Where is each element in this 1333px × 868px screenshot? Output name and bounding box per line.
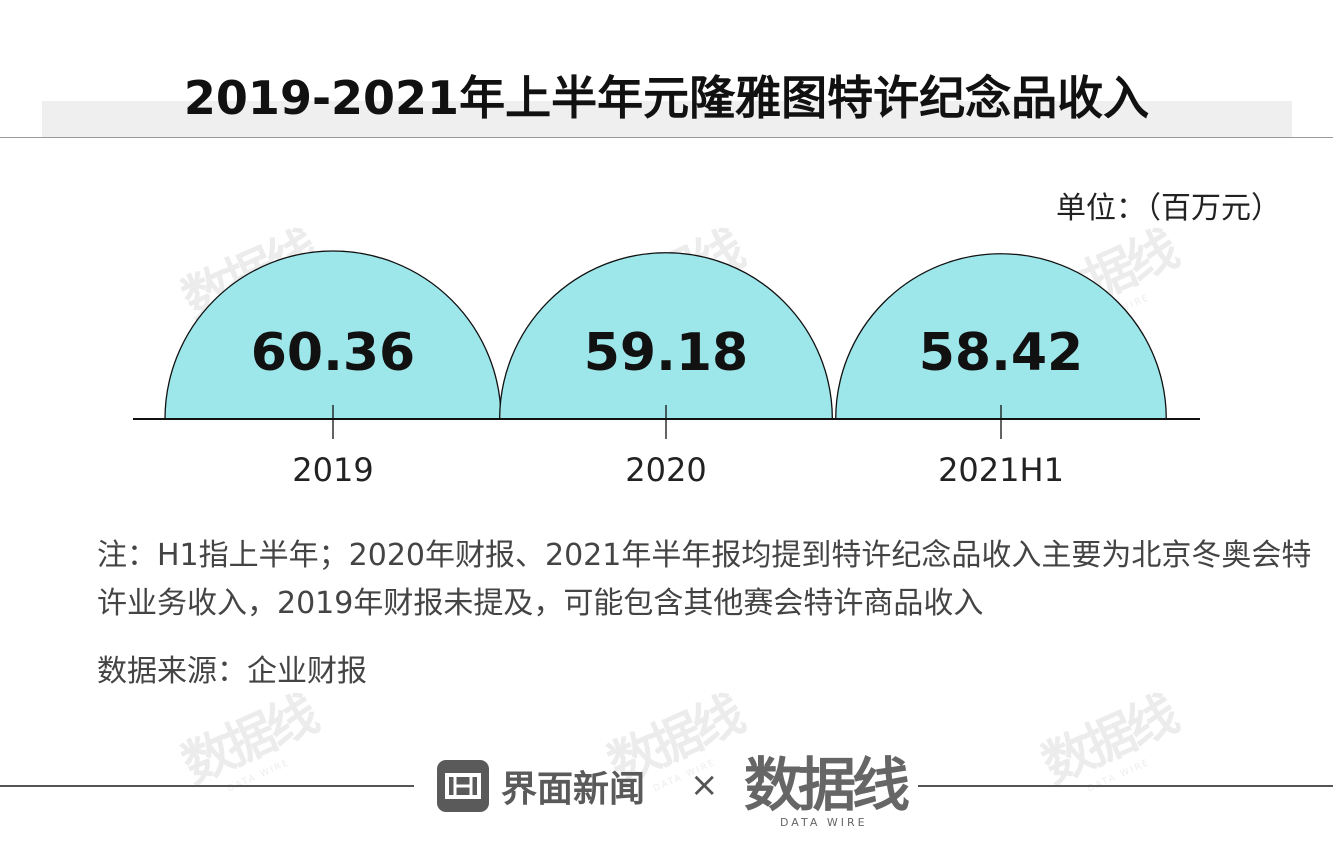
data-source: 数据来源：企业财报 [97,654,367,689]
brand-separator: × [690,765,719,805]
data-label: 58.42 [919,323,1083,383]
datawire-sub: DATA WIRE [780,816,868,829]
jiemian-logo-icon [437,760,489,812]
datawire-logo-text: 数据线 [744,751,910,819]
data-label: 60.36 [251,323,415,383]
jiemian-text: 界面新闻 [501,769,646,810]
semicircle-2021H1 [835,253,1167,420]
footer-divider-left [0,785,414,787]
title-rule [0,137,1333,138]
semicircle-2020 [498,252,834,420]
data-label: 59.18 [584,323,748,383]
footer-divider-right [918,785,1333,787]
footnote: 注：H1指上半年；2020年财报、2021年半年报均提到特许纪念品收入主要为北京… [97,538,1312,621]
jiemian-brand: 界面新闻 [437,760,645,812]
semicircle-2019 [164,250,502,420]
x-tick-label: 2021H1 [938,451,1064,489]
datawire-brand: 数据线 DATA WIRE [744,738,910,829]
x-tick-label: 2019 [292,451,373,489]
title-band [42,101,1292,137]
unit-label: 单位：（百万元） [1056,191,1281,226]
chart-title: 2019-2021年上半年元隆雅图特许纪念品收入 [183,71,1150,125]
x-tick-label: 2020 [625,451,706,489]
